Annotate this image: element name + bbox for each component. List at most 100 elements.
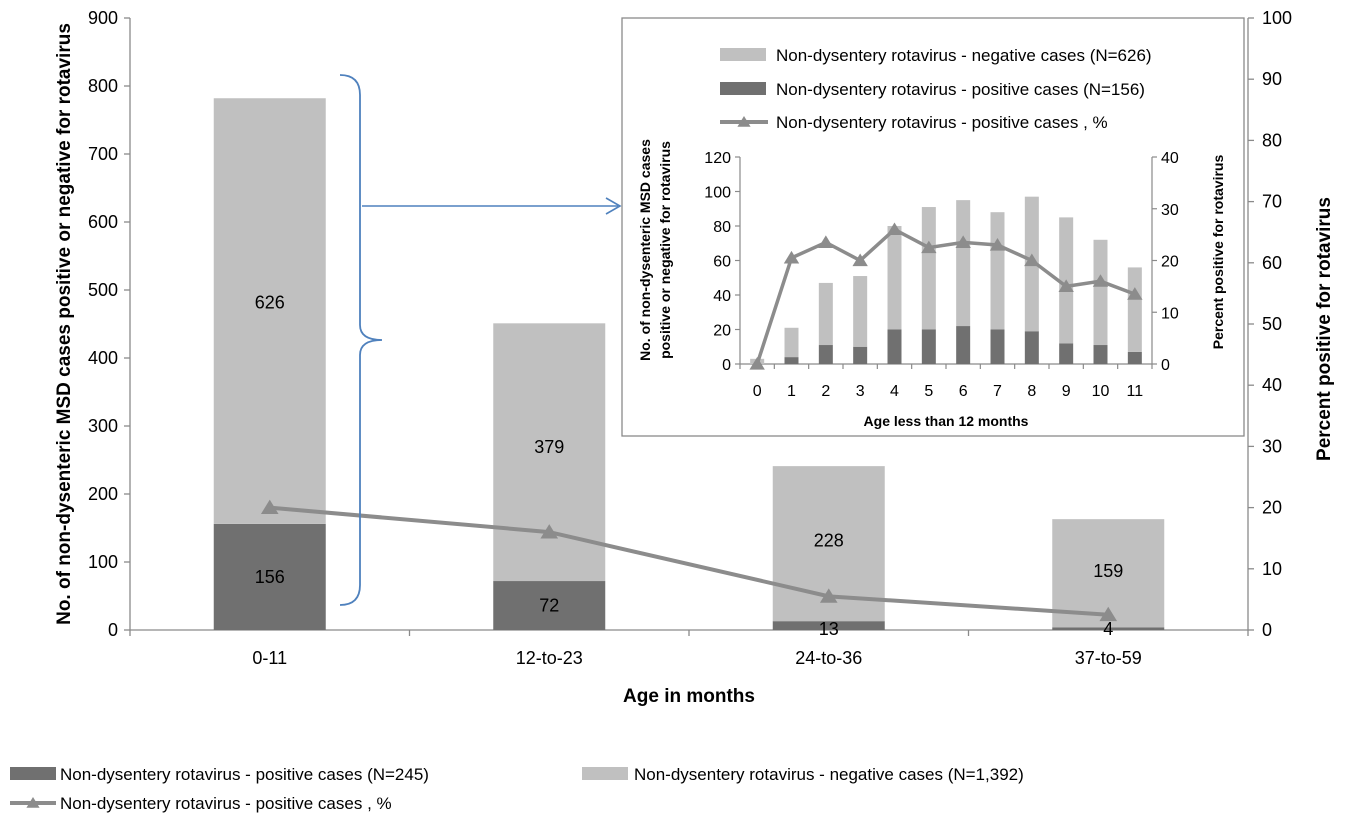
percent-marker	[1099, 606, 1118, 622]
inset-x-tick-label: 9	[1062, 383, 1071, 400]
inset-percent-marker	[749, 357, 765, 370]
y-tick-label: 200	[88, 484, 118, 504]
inset-bar-positive	[1059, 343, 1074, 364]
inset-x-tick-label: 3	[856, 383, 865, 400]
inset-legend-swatch-negative	[720, 48, 766, 61]
inset-bar-negative	[853, 276, 868, 347]
percent-marker	[260, 499, 279, 514]
inset-legend: Non-dysentery rotavirus - negative cases…	[720, 46, 1152, 132]
data-label-negative: 159	[1093, 561, 1123, 581]
inset-x-tick-label: 11	[1127, 383, 1144, 400]
y-axis-title: No. of non-dysenteric MSD cases positive…	[54, 23, 75, 625]
y2-tick-label: 70	[1262, 192, 1282, 212]
y2-tick-label: 90	[1262, 69, 1282, 89]
legend-swatch-positive	[10, 767, 56, 780]
inset-x-tick-label: 4	[890, 383, 899, 400]
inset-y-tick-label: 100	[704, 185, 731, 202]
y-tick-label: 500	[88, 280, 118, 300]
inset-y2-tick-label: 30	[1161, 202, 1179, 219]
y-tick-label: 900	[88, 8, 118, 28]
data-label-negative: 626	[255, 293, 285, 313]
bar-positive	[493, 581, 606, 630]
inset-bar-positive	[990, 329, 1005, 364]
x-tick-label: 24-to-36	[795, 648, 862, 668]
inset-bar-positive	[853, 346, 868, 364]
data-label-positive: 156	[255, 567, 285, 587]
inset-legend-label-negative: Non-dysentery rotavirus - negative cases…	[776, 46, 1152, 65]
y-tick-label: 700	[88, 144, 118, 164]
inset-bar-positive	[1093, 345, 1108, 364]
inset-x-tick-label: 5	[924, 383, 933, 400]
inset-percent-marker	[886, 222, 903, 236]
y-tick-label: 800	[88, 76, 118, 96]
y-tick-label: 100	[88, 552, 118, 572]
legend-label-percent: Non-dysentery rotavirus - positive cases…	[60, 794, 392, 813]
inset-x-tick-label: 0	[753, 383, 762, 400]
legend-swatch-negative	[582, 767, 628, 780]
inset-bar-negative	[1127, 267, 1142, 352]
inset-bar-negative	[921, 207, 936, 330]
bracket-annotation	[339, 74, 383, 606]
y2-tick-label: 80	[1262, 130, 1282, 150]
main-legend: Non-dysentery rotavirus - positive cases…	[10, 765, 1024, 813]
inset-bar-negative	[1093, 239, 1108, 346]
bar-positive	[213, 523, 326, 630]
inset-bar-positive	[1024, 331, 1039, 364]
inset-percent-marker	[1058, 279, 1074, 292]
data-label-positive: 72	[539, 596, 559, 616]
inset-bar-negative	[990, 212, 1005, 330]
inset-bar-negative	[818, 282, 833, 346]
inset-bar-positive	[887, 329, 902, 364]
inset-x-tick-label: 7	[993, 383, 1002, 400]
data-label-positive: 13	[819, 619, 839, 639]
x-tick-label: 12-to-23	[516, 648, 583, 668]
inset-y2-tick-label: 10	[1161, 305, 1179, 322]
inset-bar-positive	[921, 329, 936, 364]
y2-tick-label: 10	[1262, 559, 1282, 579]
bar-positive	[1052, 627, 1165, 630]
x-axis-title: Age in months	[623, 686, 755, 707]
inset-y-tick-label: 20	[713, 323, 731, 340]
inset-y2-tick-label: 20	[1161, 254, 1179, 271]
inset-y-axis-title-line1: No. of non-dysenteric MSD cases	[637, 139, 653, 361]
inset-chart: 0 20 40 60 80 100 120 0 10 20 30 40 0 1 2 3 4 5 6 7 8 9 10 11 Ag…	[621, 17, 1245, 437]
inset-bar-positive	[818, 345, 833, 364]
y-tick-label: 300	[88, 416, 118, 436]
legend-label-positive: Non-dysentery rotavirus - positive cases…	[60, 765, 429, 784]
inset-percent-marker	[1092, 274, 1109, 287]
inset-percent-marker	[955, 235, 971, 248]
inset-percent-marker	[852, 253, 868, 267]
x-tick-label: 37-to-59	[1075, 648, 1142, 668]
y2-tick-label: 30	[1262, 436, 1282, 456]
inset-y2-tick-label: 0	[1161, 357, 1170, 374]
y2-tick-label: 100	[1262, 8, 1292, 28]
inset-y2-axis-title: Percent positive for rotavirus	[1210, 155, 1226, 350]
arrow-head	[605, 197, 622, 215]
inset-percent-marker	[1024, 253, 1040, 267]
inset-bar-positive	[784, 357, 799, 364]
data-label-positive: 4	[1103, 619, 1113, 639]
percent-marker	[819, 588, 838, 603]
percent-line	[269, 505, 1109, 617]
y2-tick-label: 40	[1262, 375, 1282, 395]
inset-percent-marker	[818, 235, 834, 248]
inset-percent-marker	[783, 250, 800, 264]
legend-label-negative: Non-dysentery rotavirus - negative cases…	[634, 765, 1024, 784]
inset-x-tick-label: 2	[821, 383, 830, 400]
inset-x-tick-label: 8	[1027, 383, 1036, 400]
legend-swatch-percent-marker	[26, 797, 40, 808]
inset-x-tick-label: 10	[1092, 383, 1110, 400]
inset-y-tick-label: 60	[713, 254, 731, 271]
x-tick-label: 0-11	[252, 648, 287, 668]
inset-y2-tick-label: 40	[1161, 150, 1179, 167]
y2-tick-label: 50	[1262, 314, 1282, 334]
inset-bar-negative	[887, 226, 902, 330]
y-tick-label: 0	[108, 620, 118, 640]
inset-y-tick-label: 40	[713, 288, 731, 305]
y-tick-label: 600	[88, 212, 118, 232]
inset-legend-swatch-positive	[720, 82, 766, 95]
data-label-negative: 228	[814, 531, 844, 551]
inset-legend-label-percent: Non-dysentery rotavirus - positive cases…	[776, 113, 1108, 132]
inset-percent-marker	[921, 240, 937, 254]
